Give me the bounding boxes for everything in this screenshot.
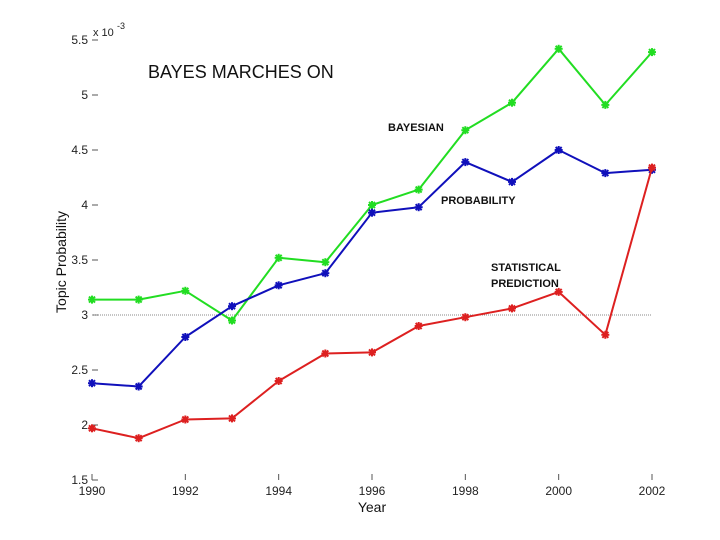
data-point-marker xyxy=(181,415,190,424)
data-point-marker xyxy=(554,146,563,154)
data-point-marker xyxy=(228,302,236,311)
annotation-bayesian: BAYESIAN xyxy=(388,122,444,134)
data-point-marker xyxy=(88,424,96,433)
data-point-marker xyxy=(181,286,190,295)
y-tick-label: 4.5 xyxy=(71,143,88,157)
chart-title: BAYES MARCHES ON xyxy=(148,62,334,82)
data-point-marker xyxy=(601,330,610,339)
y-axis-label: Topic Probability xyxy=(53,211,69,313)
data-point-marker xyxy=(274,253,283,262)
data-point-marker xyxy=(508,304,516,313)
data-point-marker xyxy=(554,44,563,53)
y-tick-label: 3.5 xyxy=(71,253,88,267)
data-point-marker xyxy=(508,177,516,186)
data-point-marker xyxy=(368,201,376,209)
y-tick-label: 2.5 xyxy=(71,363,88,377)
data-point-marker xyxy=(461,126,470,135)
y-tick-label: 5.5 xyxy=(71,33,88,47)
data-point-marker xyxy=(368,208,376,217)
data-point-marker xyxy=(461,313,470,322)
data-point-marker xyxy=(321,269,330,278)
data-point-marker xyxy=(414,322,423,330)
annotation-prediction: PREDICTION xyxy=(491,278,559,290)
y-tick-label: 4 xyxy=(81,198,88,212)
data-point-marker xyxy=(414,185,423,194)
annotation-probability: PROBABILITY xyxy=(441,195,516,207)
series-red xyxy=(88,163,656,443)
data-point-marker xyxy=(601,169,610,178)
data-point-marker xyxy=(601,100,610,109)
x-tick-label: 2000 xyxy=(545,484,572,498)
data-point-marker xyxy=(181,333,190,341)
annotation-statistical: STATISTICAL xyxy=(491,262,561,274)
data-point-marker xyxy=(321,258,330,267)
data-point-marker xyxy=(134,295,143,304)
y-tick-label: 5 xyxy=(81,88,88,102)
exponent-label: x 10 xyxy=(93,27,114,39)
x-axis-label: Year xyxy=(358,499,387,515)
data-point-marker xyxy=(274,281,283,290)
x-tick-label: 1998 xyxy=(452,484,479,498)
x-tick-label: 2002 xyxy=(639,484,666,498)
x-tick-label: 1990 xyxy=(79,484,106,498)
series-line xyxy=(92,47,653,322)
data-point-marker xyxy=(134,434,143,443)
data-point-marker xyxy=(134,382,143,391)
exponent-power: -3 xyxy=(117,21,125,31)
data-point-marker xyxy=(228,316,236,325)
x-tick-label: 1992 xyxy=(172,484,199,498)
data-point-marker xyxy=(508,98,516,107)
x-tick-label: 1996 xyxy=(359,484,386,498)
y-tick-label: 2 xyxy=(81,418,88,432)
y-tick-label: 1.5 xyxy=(71,473,88,487)
data-point-marker xyxy=(88,295,96,304)
y-tick-label: 3 xyxy=(81,308,88,322)
series-green xyxy=(88,44,656,325)
data-point-marker xyxy=(228,414,236,423)
x-tick-label: 1994 xyxy=(265,484,292,498)
data-point-marker xyxy=(648,163,656,172)
data-point-marker xyxy=(461,158,470,167)
axes: 1.5 2 2.5 3 3.5 4 4.5 5 5.5 1990 1992 1994 1996 1998 2… xyxy=(71,33,665,498)
data-point-marker xyxy=(368,348,376,357)
data-point-marker xyxy=(274,377,283,385)
data-point-marker xyxy=(554,287,563,296)
data-point-marker xyxy=(88,379,96,388)
series-layer xyxy=(88,44,656,443)
data-point-marker xyxy=(414,203,423,212)
data-point-marker xyxy=(321,349,330,358)
data-point-marker xyxy=(648,48,656,57)
